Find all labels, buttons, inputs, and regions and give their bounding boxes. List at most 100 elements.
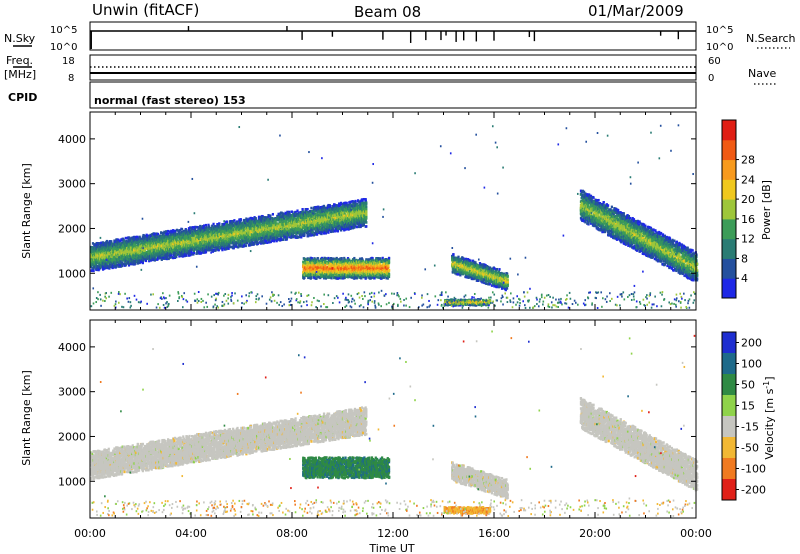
range-cell bbox=[132, 238, 136, 242]
range-cell bbox=[172, 242, 175, 245]
range-cell bbox=[101, 246, 105, 249]
range-cell bbox=[113, 250, 117, 253]
range-cell bbox=[103, 265, 107, 269]
range-cell bbox=[301, 208, 304, 211]
range-cell bbox=[112, 244, 115, 248]
range-cell bbox=[162, 256, 165, 259]
range-cell bbox=[118, 260, 121, 264]
range-cell bbox=[134, 247, 138, 250]
range-cell bbox=[147, 251, 150, 255]
range-cell bbox=[156, 244, 160, 248]
range-cell bbox=[110, 241, 113, 245]
range-cell bbox=[160, 258, 163, 261]
range-cell bbox=[129, 239, 132, 243]
range-cell bbox=[122, 253, 125, 256]
range-cell bbox=[105, 262, 108, 266]
range-cell bbox=[169, 250, 172, 254]
range-cell bbox=[105, 264, 108, 268]
nave-label: Nave bbox=[748, 67, 776, 80]
range-cell bbox=[105, 261, 108, 264]
range-cell bbox=[137, 249, 141, 252]
range-cell bbox=[114, 262, 117, 266]
range-cell bbox=[136, 236, 139, 239]
range-cell bbox=[105, 259, 108, 263]
range-cell bbox=[310, 206, 313, 210]
range-cell bbox=[129, 258, 132, 261]
range-cell bbox=[269, 214, 272, 218]
range-cell bbox=[132, 260, 136, 263]
range-cell bbox=[175, 243, 178, 247]
freq-right-tick-top: 60 bbox=[708, 56, 721, 67]
range-cell bbox=[175, 233, 179, 236]
range-cell bbox=[165, 230, 168, 233]
range-cell bbox=[124, 257, 127, 260]
range-cell bbox=[145, 250, 148, 254]
range-cell bbox=[185, 229, 188, 232]
range-cell bbox=[148, 244, 151, 248]
range-cell bbox=[111, 242, 114, 246]
range-cell bbox=[95, 255, 98, 259]
range-cell bbox=[185, 251, 189, 255]
range-cell bbox=[134, 248, 137, 252]
range-cell bbox=[139, 243, 143, 246]
freq-series bbox=[90, 66, 696, 74]
range-cell bbox=[97, 265, 100, 268]
range-cell bbox=[185, 234, 188, 238]
range-cell bbox=[101, 267, 105, 270]
range-cell bbox=[172, 229, 175, 232]
range-cell bbox=[132, 241, 135, 244]
range-cell bbox=[183, 231, 186, 235]
range-cell bbox=[113, 245, 116, 249]
range-cell bbox=[101, 253, 104, 257]
sky-panel-frame bbox=[89, 21, 697, 51]
range-cell bbox=[163, 239, 166, 242]
freq-left-tick-top: 18 bbox=[62, 56, 75, 67]
range-cell bbox=[93, 257, 96, 261]
range-cell bbox=[166, 256, 169, 260]
range-cell bbox=[131, 242, 134, 246]
range-cell bbox=[178, 230, 181, 234]
range-cell bbox=[168, 230, 172, 234]
range-cell bbox=[128, 248, 131, 251]
range-cell bbox=[116, 250, 119, 254]
range-cell bbox=[93, 243, 96, 246]
range-cell bbox=[122, 258, 126, 261]
range-cell bbox=[130, 257, 133, 260]
range-cell bbox=[123, 248, 126, 252]
range-cell bbox=[138, 240, 141, 244]
range-cell bbox=[157, 252, 160, 255]
range-cell bbox=[156, 232, 160, 236]
range-cell bbox=[171, 231, 174, 234]
range-cell bbox=[244, 244, 247, 247]
range-cell bbox=[168, 246, 171, 250]
range-cell bbox=[165, 232, 168, 235]
range-cell bbox=[184, 238, 187, 241]
range-cell bbox=[124, 262, 127, 265]
range-cell bbox=[243, 218, 246, 222]
range-cell bbox=[136, 260, 139, 263]
range-cell bbox=[110, 260, 113, 263]
range-cell bbox=[146, 239, 150, 242]
range-cell bbox=[110, 264, 114, 268]
range-cell bbox=[107, 266, 110, 270]
range-cell bbox=[108, 243, 111, 247]
range-cell bbox=[91, 256, 94, 259]
range-cell bbox=[182, 239, 185, 243]
range-cell bbox=[105, 248, 108, 252]
range-cell bbox=[122, 245, 126, 248]
range-cell bbox=[239, 218, 242, 221]
range-cell bbox=[168, 236, 172, 239]
range-cell bbox=[96, 264, 99, 268]
range-cell bbox=[172, 230, 175, 234]
range-cell bbox=[151, 232, 154, 236]
range-cell bbox=[173, 251, 177, 255]
range-cell bbox=[192, 251, 196, 255]
range-cell bbox=[139, 260, 143, 264]
range-cell bbox=[165, 235, 168, 239]
range-cell bbox=[127, 245, 131, 249]
station-title: Unwin (fitACF) bbox=[92, 1, 199, 19]
range-cell bbox=[303, 232, 306, 235]
range-cell bbox=[295, 212, 298, 216]
sky-left-tick-top: 10^5 bbox=[50, 25, 77, 36]
